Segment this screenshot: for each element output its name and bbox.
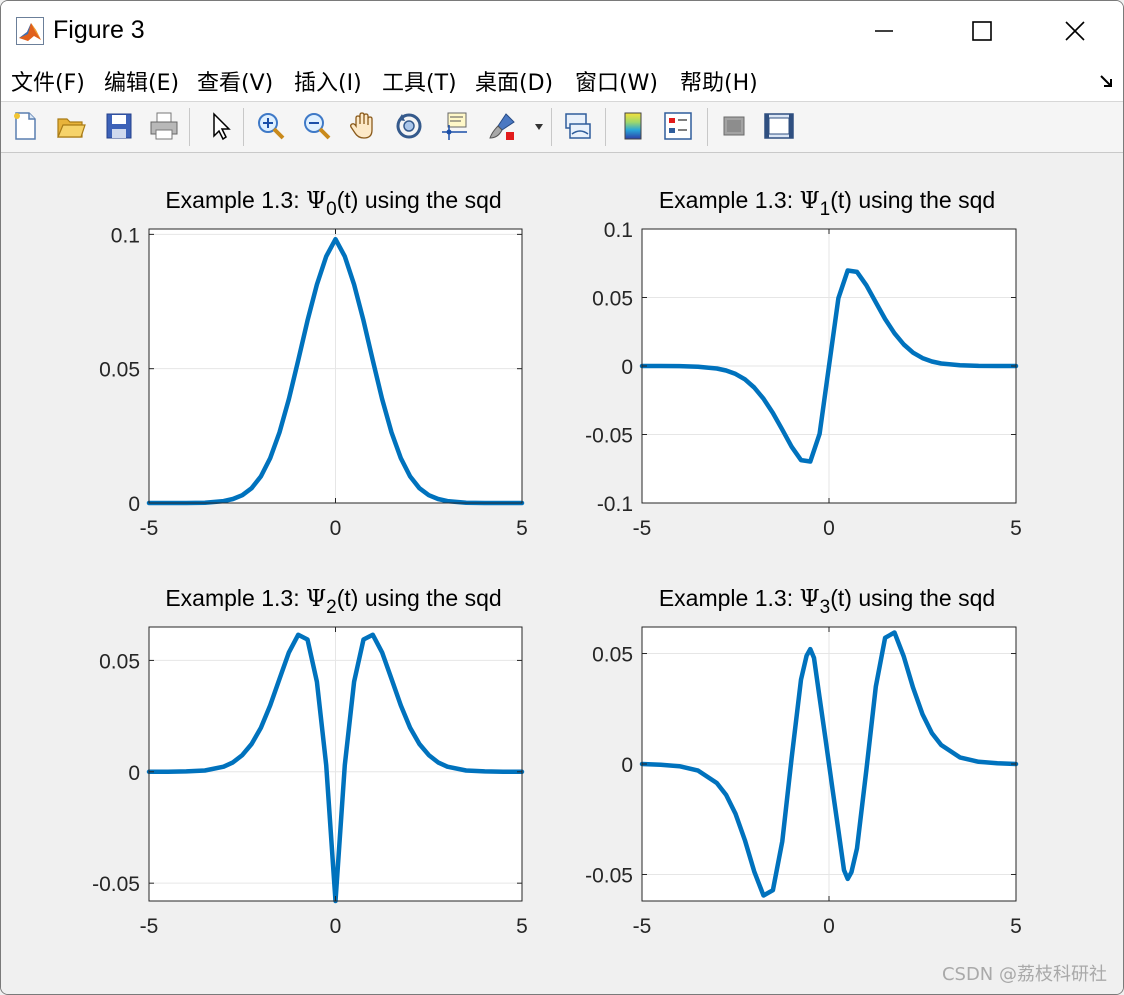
series-line [639, 630, 1019, 898]
new-file-icon[interactable] [9, 110, 41, 142]
menu-tools[interactable]: 工具(T) [382, 71, 457, 96]
pan-hand-icon[interactable] [347, 110, 379, 142]
close-button[interactable] [1052, 13, 1098, 49]
menu-insert[interactable]: 插入(I) [294, 71, 362, 96]
subplot-1: -5 0 5 -0.1 -0.05 0 0.05 0.1 Example 1.3: Ψ1(t) … [585, 187, 1022, 540]
figure-toolbar [1, 102, 1123, 153]
y-tick-label: -0.05 [92, 873, 140, 896]
x-tick-label: 5 [516, 517, 528, 540]
pointer-icon[interactable] [204, 110, 236, 142]
zoom-in-icon[interactable] [255, 110, 287, 142]
y-tick-label: 0.05 [99, 359, 140, 382]
y-tick-label: 0 [128, 493, 140, 516]
print-icon[interactable] [148, 110, 180, 142]
y-tick-label: 0 [621, 754, 633, 777]
x-tick-label: 0 [330, 915, 342, 938]
x-tick-label: -5 [140, 915, 159, 938]
maximize-icon [972, 21, 992, 41]
x-tick-label: 5 [1010, 915, 1022, 938]
y-tick-label: 0.05 [592, 644, 633, 667]
brush-dropdown-icon[interactable] [533, 122, 545, 132]
close-icon [1065, 21, 1085, 41]
x-tick-label: 5 [1010, 517, 1022, 540]
subplot-title: Example 1.3: Ψ1(t) using the sqd [659, 187, 995, 220]
y-tick-label: 0.05 [99, 650, 140, 673]
toolbar-separator [189, 108, 190, 146]
colorbar-icon[interactable] [617, 110, 649, 142]
y-tick-label: 0.1 [604, 219, 633, 242]
x-tick-label: -5 [140, 517, 159, 540]
series-line [146, 236, 525, 506]
subplot-2: -5 0 5 -0.05 0 0.05 Example 1.3: Ψ2(t) using t… [92, 585, 528, 938]
x-tick-label: -5 [633, 517, 652, 540]
subplot-title: Example 1.3: Ψ0(t) using the sqd [165, 187, 501, 220]
menu-file[interactable]: 文件(F) [11, 71, 85, 96]
subplot-3: -5 0 5 -0.05 0 0.05 Example 1.3: Ψ3(t) using t… [585, 585, 1022, 938]
toolbar-separator [243, 108, 244, 146]
menu-view[interactable]: 查看(V) [197, 71, 274, 96]
y-tick-label: 0 [621, 356, 633, 379]
window-title: Figure 3 [53, 16, 145, 44]
x-tick-label: -5 [633, 915, 652, 938]
menu-help[interactable]: 帮助(H) [680, 71, 758, 96]
toolbar-separator [707, 108, 708, 146]
menu-edit[interactable]: 编辑(E) [104, 71, 180, 96]
dock-arrow-icon[interactable] [1098, 72, 1116, 90]
legend-icon[interactable] [662, 110, 694, 142]
y-tick-label: -0.1 [597, 493, 633, 516]
menu-bar: 文件(F) 编辑(E) 查看(V) 插入(I) 工具(T) 桌面(D) 窗口(W… [1, 59, 1123, 102]
series-line [639, 268, 1019, 464]
subplot-title: Example 1.3: Ψ3(t) using the sqd [659, 585, 995, 618]
maximize-button[interactable] [959, 13, 1005, 49]
figure-canvas: -5 0 5 0 0.05 0.1 Example 1.3: Ψ0(t) using the… [1, 153, 1123, 994]
toolbar-separator [605, 108, 606, 146]
x-tick-label: 5 [516, 915, 528, 938]
x-tick-label: 0 [330, 517, 342, 540]
rotate-3d-icon[interactable] [393, 110, 425, 142]
y-tick-label: -0.05 [585, 425, 633, 448]
data-cursor-icon[interactable] [439, 110, 471, 142]
x-tick-label: 0 [823, 517, 835, 540]
menu-desktop[interactable]: 桌面(D) [475, 71, 554, 96]
open-folder-icon[interactable] [55, 110, 87, 142]
zoom-out-icon[interactable] [301, 110, 333, 142]
title-bar: Figure 3 [1, 1, 1123, 59]
hide-plot-tools-icon[interactable] [718, 110, 750, 142]
y-tick-label: 0.05 [592, 288, 633, 311]
subplot-title: Example 1.3: Ψ2(t) using the sqd [165, 585, 501, 618]
y-tick-label: -0.05 [585, 864, 633, 887]
y-tick-label: 0 [128, 762, 140, 785]
save-icon[interactable] [103, 110, 135, 142]
minimize-button[interactable] [861, 13, 907, 49]
matlab-app-icon [16, 17, 44, 45]
menu-window[interactable]: 窗口(W) [575, 71, 658, 96]
link-plot-icon[interactable] [562, 110, 594, 142]
watermark: CSDN @荔枝科研社 [941, 964, 1107, 985]
toolbar-separator [551, 108, 552, 146]
y-tick-label: 0.1 [111, 224, 140, 247]
brush-icon[interactable] [486, 110, 518, 142]
x-tick-label: 0 [823, 915, 835, 938]
show-plot-tools-icon[interactable] [763, 110, 795, 142]
